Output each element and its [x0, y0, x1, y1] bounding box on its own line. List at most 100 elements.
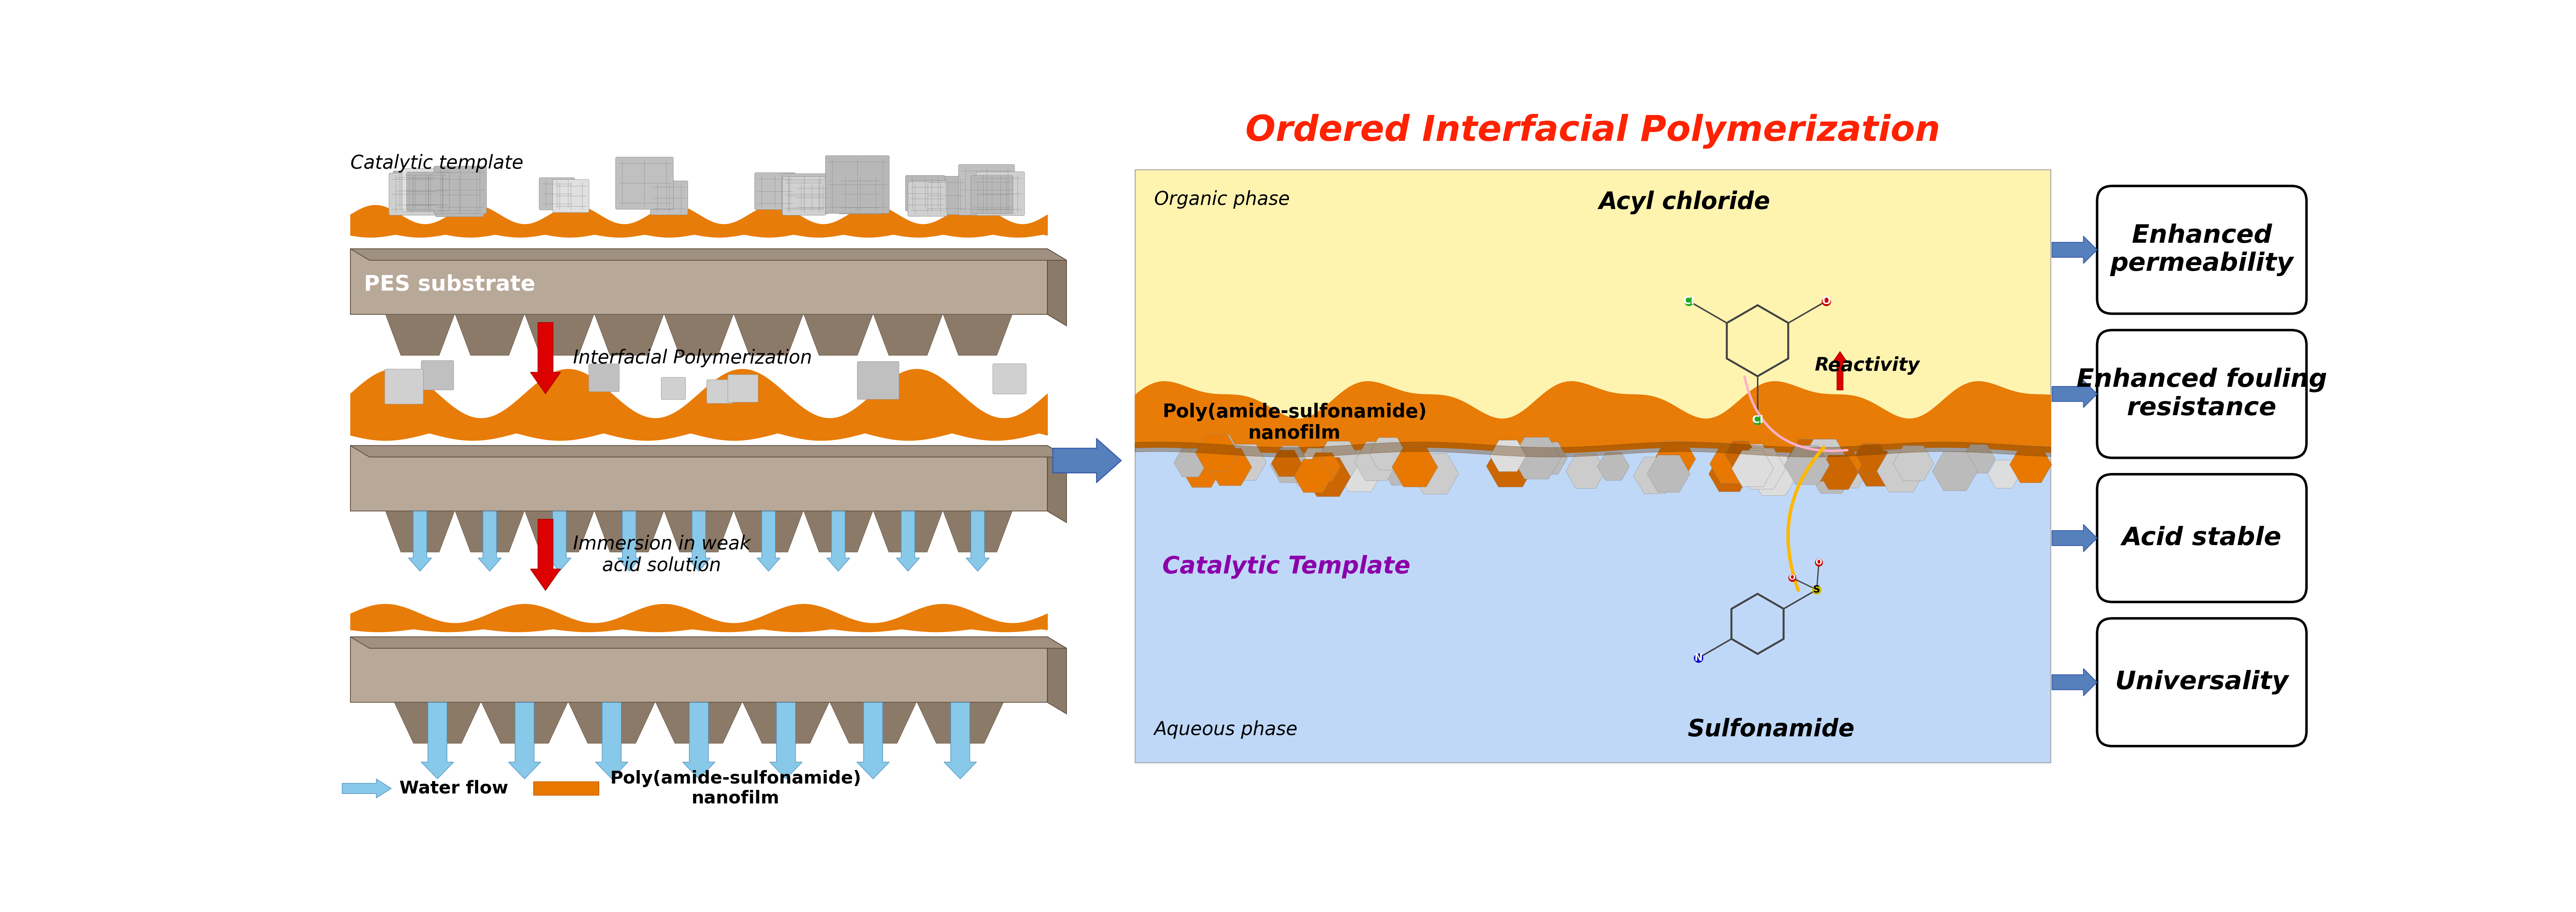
Polygon shape — [1708, 456, 1749, 492]
Polygon shape — [665, 511, 734, 552]
Polygon shape — [1633, 457, 1677, 493]
Polygon shape — [1726, 441, 1757, 468]
Polygon shape — [1355, 443, 1399, 481]
Bar — [1136, 436, 2050, 762]
Text: Poly(amide-sulfonamide)
nanofilm: Poly(amide-sulfonamide) nanofilm — [1162, 403, 1427, 442]
FancyBboxPatch shape — [992, 364, 1025, 394]
FancyArrow shape — [2053, 380, 2097, 408]
Polygon shape — [1296, 448, 1342, 487]
Polygon shape — [1316, 441, 1360, 479]
FancyBboxPatch shape — [840, 174, 881, 214]
Bar — [1136, 170, 2050, 762]
FancyBboxPatch shape — [435, 173, 484, 217]
FancyBboxPatch shape — [662, 378, 685, 399]
Text: Immersion in weak
acid solution: Immersion in weak acid solution — [572, 535, 750, 575]
Polygon shape — [1855, 451, 1896, 486]
Polygon shape — [1646, 455, 1690, 492]
FancyBboxPatch shape — [389, 173, 435, 215]
FancyBboxPatch shape — [976, 171, 1025, 215]
Polygon shape — [1048, 637, 1066, 714]
FancyBboxPatch shape — [706, 379, 732, 403]
Polygon shape — [1370, 438, 1406, 470]
Text: Water flow: Water flow — [399, 780, 507, 797]
Polygon shape — [1819, 447, 1862, 483]
Polygon shape — [1731, 451, 1775, 487]
Polygon shape — [829, 702, 917, 743]
Polygon shape — [1270, 451, 1301, 477]
FancyBboxPatch shape — [783, 176, 824, 215]
Polygon shape — [1749, 455, 1798, 495]
Polygon shape — [526, 511, 595, 552]
FancyBboxPatch shape — [729, 375, 757, 402]
Polygon shape — [1566, 454, 1605, 489]
Text: Cl: Cl — [1682, 296, 1695, 306]
Text: Sulfonamide: Sulfonamide — [1687, 718, 1855, 741]
FancyArrow shape — [343, 779, 392, 798]
Polygon shape — [804, 511, 873, 552]
Polygon shape — [1819, 455, 1857, 490]
FancyBboxPatch shape — [781, 173, 827, 214]
Polygon shape — [1932, 451, 1978, 491]
FancyBboxPatch shape — [971, 176, 1012, 213]
Polygon shape — [1175, 449, 1208, 477]
Polygon shape — [595, 511, 665, 552]
Text: N: N — [1695, 653, 1703, 663]
FancyBboxPatch shape — [2097, 474, 2306, 602]
Polygon shape — [1486, 445, 1535, 487]
Polygon shape — [1710, 444, 1754, 483]
FancyBboxPatch shape — [793, 181, 829, 213]
Text: O: O — [1821, 296, 1832, 306]
Text: Acid stable: Acid stable — [2123, 526, 2282, 550]
Polygon shape — [1489, 440, 1525, 472]
FancyBboxPatch shape — [554, 180, 590, 212]
FancyArrow shape — [410, 511, 433, 571]
Polygon shape — [734, 315, 804, 356]
FancyBboxPatch shape — [858, 361, 899, 399]
FancyBboxPatch shape — [384, 369, 422, 404]
Text: Acyl chloride: Acyl chloride — [1600, 191, 1770, 214]
Polygon shape — [1803, 440, 1847, 478]
Text: Catalytic template: Catalytic template — [350, 154, 523, 172]
Text: PES substrate: PES substrate — [363, 275, 536, 295]
Polygon shape — [1852, 443, 1888, 473]
Polygon shape — [1739, 448, 1785, 489]
Polygon shape — [943, 315, 1012, 356]
FancyBboxPatch shape — [824, 156, 889, 213]
Polygon shape — [1816, 446, 1847, 473]
Text: Aqueous phase: Aqueous phase — [1154, 720, 1298, 739]
Polygon shape — [386, 315, 453, 356]
FancyArrow shape — [422, 702, 453, 779]
FancyArrow shape — [770, 702, 801, 779]
Polygon shape — [456, 315, 526, 356]
FancyArrow shape — [595, 702, 629, 779]
Text: Organic phase: Organic phase — [1154, 191, 1291, 209]
Polygon shape — [657, 702, 742, 743]
FancyArrow shape — [507, 702, 541, 779]
Polygon shape — [873, 315, 943, 356]
Polygon shape — [1834, 461, 1865, 488]
Polygon shape — [1048, 446, 1066, 523]
FancyArrow shape — [683, 702, 716, 779]
Polygon shape — [1293, 459, 1332, 492]
Polygon shape — [917, 702, 1005, 743]
Polygon shape — [1198, 435, 1239, 471]
FancyBboxPatch shape — [402, 169, 448, 212]
FancyArrow shape — [827, 511, 850, 571]
FancyBboxPatch shape — [907, 175, 945, 211]
FancyBboxPatch shape — [2097, 330, 2306, 458]
FancyArrow shape — [858, 702, 889, 779]
FancyBboxPatch shape — [433, 166, 487, 213]
Polygon shape — [350, 446, 1066, 457]
Polygon shape — [1306, 458, 1350, 497]
FancyArrow shape — [1054, 439, 1121, 482]
Polygon shape — [1811, 456, 1852, 493]
Text: Poly(amide-sulfonamide)
nanofilm: Poly(amide-sulfonamide) nanofilm — [611, 770, 860, 807]
Polygon shape — [569, 702, 654, 743]
Text: Enhanced fouling
resistance: Enhanced fouling resistance — [2076, 368, 2326, 420]
Polygon shape — [665, 315, 734, 356]
Polygon shape — [350, 637, 1066, 648]
Polygon shape — [2009, 446, 2053, 482]
FancyBboxPatch shape — [755, 172, 796, 210]
Polygon shape — [1208, 449, 1252, 486]
FancyArrow shape — [943, 702, 976, 779]
